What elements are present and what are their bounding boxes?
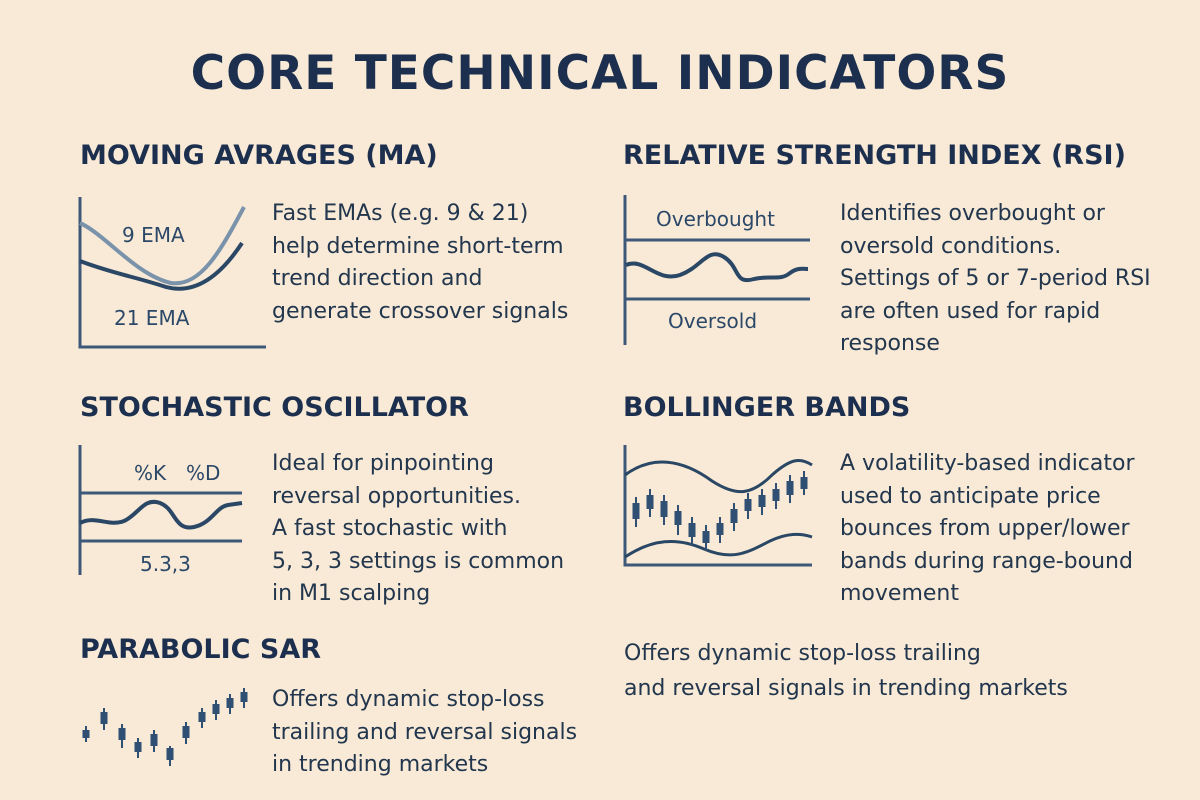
sar-description: Offers dynamic stop-loss trailing and re… [272,684,577,782]
candle-body [150,734,158,746]
stoch-description: Ideal for pinpointing reversal opportuni… [272,448,564,611]
ma-desc-line: trend direction and [272,266,483,291]
candle-body [786,481,794,495]
bb-lower-band [624,532,813,559]
candle-body [226,698,234,708]
ma-fast-label: 9 EMA [122,223,185,247]
ma-description: Fast EMAs (e.g. 9 & 21) help determine s… [272,198,568,328]
rsi-desc-line: Identifies overbought or [840,201,1105,226]
stoch-desc-line: reversal opportunities. [272,483,521,509]
stoch-desc-line: 5, 3, 3 settings is common [272,548,565,574]
stoch-desc-line: Ideal for pinpointing [272,451,494,476]
sar-section-title: PARABOLIC SAR [80,634,322,665]
stoch-chart: %K %D 5.3,3 [78,445,243,576]
candle-body [702,531,710,543]
bb-section-title: BOLLINGER BANDS [623,392,911,423]
sar-candles [82,688,248,766]
candle-body [758,495,766,507]
bb-chart [623,445,813,567]
candle-body [134,742,142,752]
candle-body [100,712,108,724]
candle-body [118,728,126,740]
ma-desc-line: generate crossover signals [272,298,569,324]
candle-body [240,692,248,702]
rsi-line [625,252,809,283]
ma-chart: 9 EMA 21 EMA [78,197,266,349]
extra-desc-line: and reversal signals in trending markets [624,676,1068,701]
stoch-k-label: %K [134,461,167,485]
bb-desc-line: movement [840,581,959,606]
ma-desc-line: Fast EMAs (e.g. 9 & 21) [272,201,529,226]
rsi-overbought-label: Overbought [656,207,775,231]
rsi-desc-line: Settings of 5 or 7-period RSI [840,266,1151,291]
candle-body [688,523,696,537]
rsi-desc-line: are often used for rapid [840,298,1101,324]
candle-body [212,704,220,714]
stoch-section-title: STOCHASTIC OSCILLATOR [80,392,469,423]
candle-body [82,730,90,738]
bb-desc-line: used to anticipate price [840,483,1101,509]
bb-desc-line: bounces from upper/lower [840,516,1130,541]
stoch-line [79,499,243,530]
stoch-desc-line: in M1 scalping [272,581,431,606]
rsi-description: Identifies overbought or oversold condit… [840,198,1151,361]
candle-body [182,726,190,738]
ma-slow-label: 21 EMA [114,306,190,330]
candle-body [772,489,780,501]
stoch-desc-line: A fast stochastic with [272,516,508,541]
bb-desc-line: A volatility-based indicator [840,451,1135,476]
ma-section-title: MOVING AVRAGES (MA) [80,140,438,171]
sar-desc-line: in trending markets [272,752,489,777]
candle-body [730,509,738,523]
candle-body [716,523,724,535]
ma-slow-line [79,241,244,291]
page-title: CORE TECHNICAL INDICATORS [190,46,1010,101]
sar-desc-line: trailing and reversal signals [272,719,578,745]
rsi-section-title: RELATIVE STRENGTH INDEX (RSI) [623,140,1126,171]
stoch-setting-label: 5.3,3 [140,552,191,576]
ma-fast-line [79,206,246,286]
rsi-desc-line: response [840,331,940,356]
candle-body [800,477,808,489]
candle-body [632,503,640,519]
sar-extra-description: Offers dynamic stop-loss trailing and re… [624,636,1068,706]
extra-desc-line: Offers dynamic stop-loss trailing [624,641,981,666]
sar-desc-line: Offers dynamic stop-loss [272,687,545,712]
candle-body [744,499,752,511]
sar-chart [82,688,248,766]
ma-desc-line: help determine short-term [272,233,564,259]
bb-description: A volatility-based indicator used to ant… [840,448,1135,611]
candle-body [674,511,682,525]
bb-chart-axis [623,445,812,567]
rsi-oversold-label: Oversold [668,309,757,333]
bb-upper-band [624,458,813,494]
rsi-chart: Overbought Oversold [623,195,810,345]
candle-body [660,501,668,517]
ma-chart-axis [78,197,266,349]
candle-body [166,748,174,760]
bb-candles [632,471,808,551]
rsi-desc-line: oversold conditions. [840,233,1062,259]
candle-body [198,712,206,722]
stoch-d-label: %D [186,461,220,485]
bb-desc-line: bands during range-bound [840,548,1133,574]
candle-body [646,495,654,509]
